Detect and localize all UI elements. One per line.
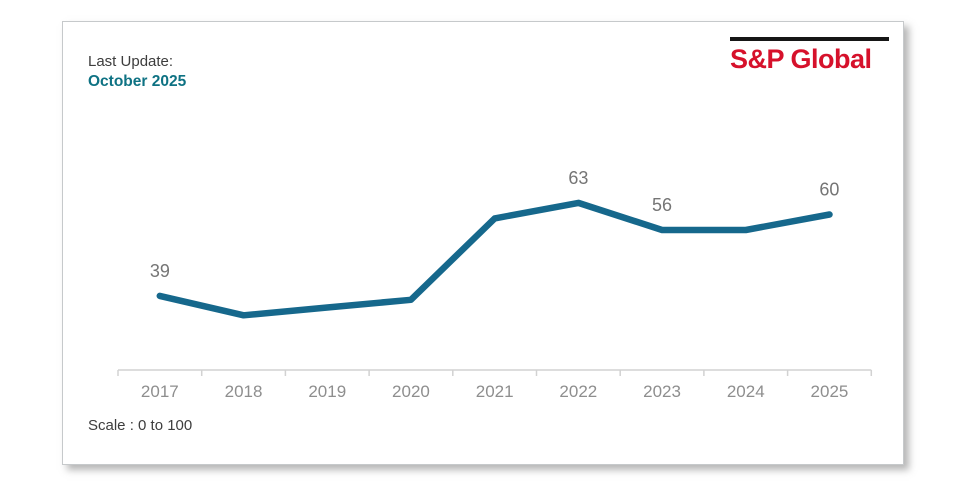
- last-update-block: Last Update: October 2025: [88, 53, 186, 91]
- x-tick-label: 2022: [559, 382, 597, 401]
- scale-note: Scale : 0 to 100: [88, 417, 193, 434]
- x-tick-label: 2025: [811, 382, 849, 401]
- chart-card: Last Update: October 2025 S&P Global 201…: [62, 21, 904, 465]
- x-tick-label: 2017: [141, 382, 179, 401]
- data-label: 63: [568, 168, 588, 188]
- sp-global-logo: S&P Global: [730, 37, 889, 73]
- x-tick-label: 2024: [727, 382, 765, 401]
- logo-top-bar: [730, 37, 889, 41]
- data-label: 39: [150, 261, 170, 281]
- line-chart: 2017 2018 2019 2020 2021 2022 2023 2024 2025 39 63…: [117, 168, 873, 401]
- last-update-value: October 2025: [88, 72, 187, 90]
- logo-text: S&P Global: [730, 44, 872, 74]
- x-tick-label: 2018: [225, 382, 263, 401]
- x-tick-label: 2021: [476, 382, 514, 401]
- data-label: 60: [819, 180, 839, 200]
- trend-line: [156, 199, 833, 319]
- data-label: 56: [652, 195, 672, 215]
- x-tick-label: 2019: [308, 382, 346, 401]
- x-tick-label: 2023: [643, 382, 681, 401]
- x-tick-label: 2020: [392, 382, 430, 401]
- last-update-label: Last Update:: [88, 53, 174, 70]
